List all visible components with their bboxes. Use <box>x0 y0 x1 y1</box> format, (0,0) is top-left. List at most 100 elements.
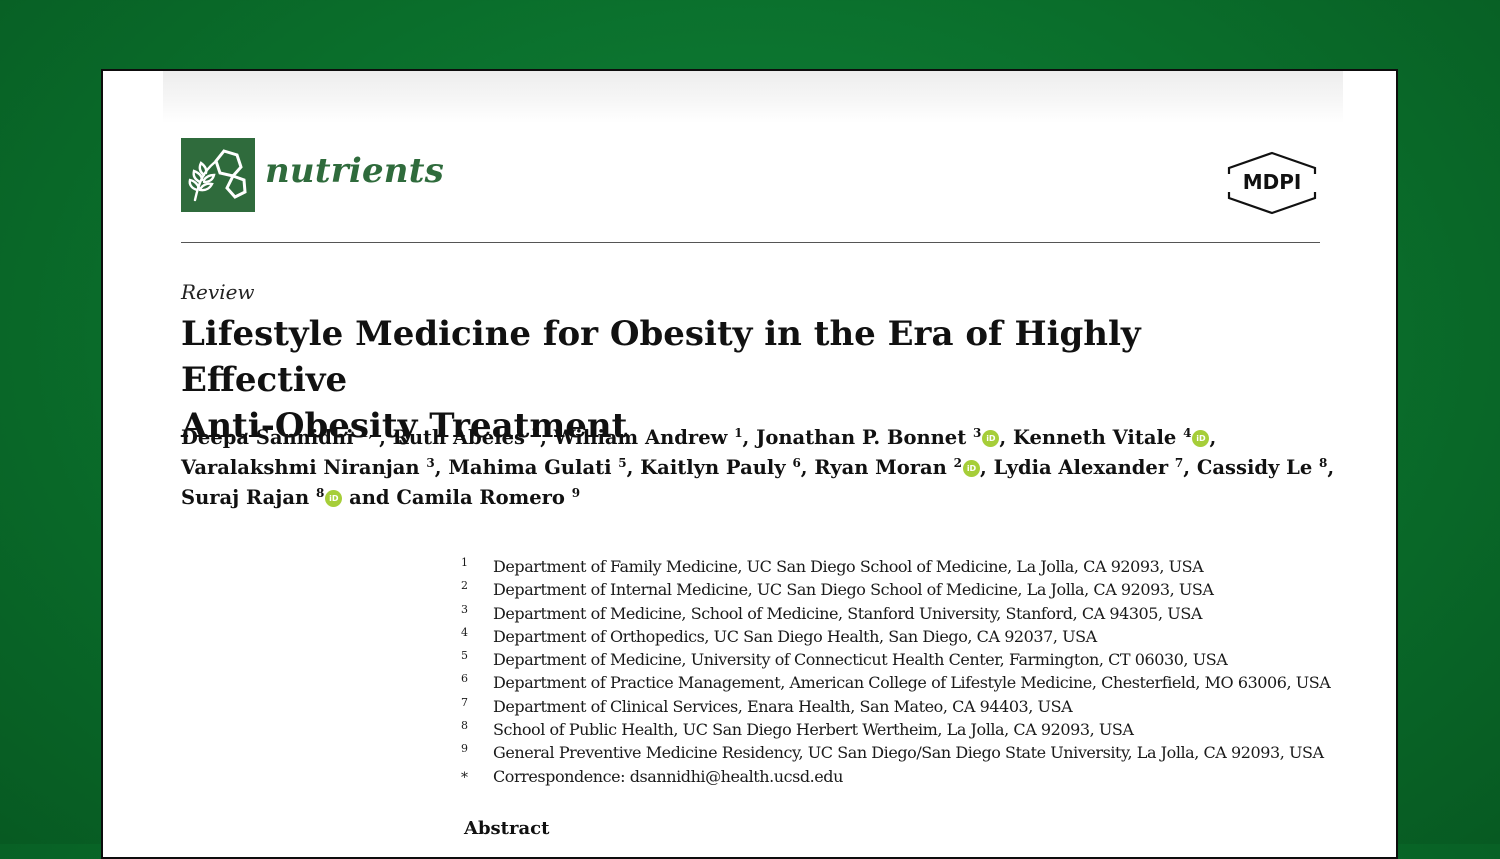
affiliation-text: Department of Family Medicine, UC San Di… <box>493 557 1204 576</box>
author-separator: , <box>742 426 757 449</box>
affiliation-text: Department of Orthopedics, UC San Diego … <box>493 626 1097 646</box>
affiliation-list: 1 Department of Family Medicine, UC San D… <box>461 555 1341 788</box>
author-item: Kenneth Vitale 4 iD, <box>1013 426 1216 449</box>
author-list: Deepa Sannidhi 1,*, Ruth Abeles 2, Willi… <box>181 423 1334 513</box>
affiliation-number: 4 <box>461 625 468 639</box>
article-page: nutrients MDPI Review Lifestyle Medicine… <box>101 69 1398 859</box>
author-separator: , <box>1327 456 1335 479</box>
author-name[interactable]: William Andrew <box>553 426 728 449</box>
author-separator: , <box>1209 426 1217 449</box>
affiliation-number: 1 <box>461 556 468 569</box>
article-title-line1: Lifestyle Medicine for Obesity in the Er… <box>181 314 1141 400</box>
author-name[interactable]: Kenneth Vitale <box>1012 426 1177 449</box>
author-affiliation-marker: 8 <box>315 486 325 500</box>
affiliation-text: Department of Clinical Services, Enara H… <box>493 696 1073 716</box>
author-name[interactable]: Kaitlyn Pauly <box>640 456 786 479</box>
affiliation-item: 3 Department of Medicine, School of Medic… <box>461 602 1341 625</box>
affiliation-item: 2 Department of Internal Medicine, UC San… <box>461 578 1341 601</box>
author-line: Suraj Rajan 8 iD and Camila Romero 9 <box>181 483 1311 513</box>
author-name[interactable]: Varalakshmi Niranjan <box>181 456 420 479</box>
affiliation-number: 8 <box>461 719 468 733</box>
author-item: Lydia Alexander 7, <box>994 456 1197 479</box>
author-item: Suraj Rajan 8 iD and <box>181 486 396 509</box>
affiliation-text: Department of Internal Medicine, UC San … <box>493 580 1214 600</box>
affiliation-item: 6 Department of Practice Management, Amer… <box>461 671 1341 694</box>
orcid-icon[interactable]: iD <box>982 430 1000 447</box>
affiliation-item: * Correspondence: dsannidhi@health.ucsd.e… <box>461 765 1341 788</box>
affiliation-number: 7 <box>461 695 468 709</box>
publisher-name: MDPI <box>1243 170 1302 194</box>
author-affiliation-marker: 8 <box>1319 456 1328 470</box>
nutrients-journal-logo-icon <box>181 138 255 212</box>
article-title-line2: Anti-Obesity Treatment <box>181 406 628 446</box>
author-separator: , <box>540 426 554 449</box>
affiliation-text: Department of Practice Management, Ameri… <box>493 673 1331 693</box>
author-separator: , <box>980 456 994 479</box>
author-item: Ruth Abeles 2, <box>393 426 554 449</box>
author-name[interactable]: Ryan Moran <box>814 456 947 479</box>
author-separator: , <box>1183 456 1197 479</box>
author-item: Mahima Gulati 5, <box>448 456 640 479</box>
author-affiliation-marker: 6 <box>792 456 801 470</box>
affiliation-number: * <box>461 769 468 786</box>
author-affiliation-marker: 3 <box>973 426 982 440</box>
author-item: Jonathan P. Bonnet 3 iD, <box>756 426 1013 449</box>
affiliation-text: General Preventive Medicine Residency, U… <box>493 743 1324 763</box>
affiliation-text: Correspondence: dsannidhi@health.ucsd.ed… <box>493 766 843 786</box>
author-separator: and <box>342 486 397 509</box>
author-affiliation-marker: 9 <box>571 486 581 500</box>
author-separator: , <box>626 456 641 479</box>
author-name[interactable]: Lydia Alexander <box>993 456 1169 479</box>
affiliation-text: Department of Medicine, University of Co… <box>493 650 1228 670</box>
affiliation-text: Department of Medicine, School of Medici… <box>493 603 1202 623</box>
author-name[interactable]: Camila Romero <box>396 486 565 509</box>
affiliation-item: 5 Department of Medicine, University of C… <box>461 648 1341 671</box>
author-name[interactable]: Cassidy Le <box>1196 456 1313 479</box>
affiliation-item: 8 School of Public Health, UC San Diego H… <box>461 718 1341 741</box>
author-name[interactable]: Jonathan P. Bonnet <box>756 426 967 449</box>
author-name[interactable]: Suraj Rajan <box>181 486 310 509</box>
mdpi-logo-icon: MDPI <box>1225 151 1319 215</box>
affiliation-item: 9 General Preventive Medicine Residency, … <box>461 741 1341 764</box>
author-separator: , <box>434 456 449 479</box>
author-affiliation-marker: 3 <box>426 456 435 470</box>
abstract-heading: Abstract <box>464 818 550 839</box>
affiliation-number: 9 <box>461 742 468 756</box>
author-item: William Andrew 1, <box>554 426 756 449</box>
author-line: Varalakshmi Niranjan 3, Mahima Gulati 5,… <box>181 453 1334 483</box>
affiliation-text: School of Public Health, UC San Diego He… <box>493 720 1134 740</box>
author-name[interactable]: Deepa Sannidhi <box>181 426 354 449</box>
orcid-icon[interactable]: iD <box>325 490 343 507</box>
affiliation-number: 6 <box>461 672 468 686</box>
author-affiliation-marker: 7 <box>1174 456 1184 470</box>
author-affiliation-marker: 5 <box>618 456 627 470</box>
author-separator: , <box>379 426 393 449</box>
orcid-icon[interactable]: iD <box>1192 430 1210 447</box>
author-item: Ryan Moran 2 iD, <box>814 456 993 479</box>
author-affiliation-marker: 1 <box>734 426 743 440</box>
author-affiliation-marker: 2 <box>531 426 541 440</box>
journal-name: nutrients <box>265 151 444 191</box>
author-item: Kaitlyn Pauly 6, <box>640 456 814 479</box>
author-item: Camila Romero 9 <box>396 486 580 509</box>
author-separator: , <box>999 426 1013 449</box>
author-item: Varalakshmi Niranjan 3, <box>181 456 448 479</box>
affiliation-number: 3 <box>461 602 468 616</box>
orcid-icon[interactable]: iD <box>963 460 981 477</box>
author-separator: , <box>800 456 815 479</box>
affiliation-number: 5 <box>461 649 468 663</box>
author-affiliation-marker: 1,* <box>360 426 380 440</box>
affiliation-item: 7 Department of Clinical Services, Enara … <box>461 695 1341 718</box>
page-top-shadow <box>163 71 1343 123</box>
author-affiliation-marker: 4 <box>1183 426 1192 440</box>
article-title: Lifestyle Medicine for Obesity in the Er… <box>181 311 1311 449</box>
header-divider <box>181 242 1320 243</box>
article-type: Review <box>181 280 255 304</box>
affiliation-number: 2 <box>461 579 468 593</box>
author-item: Cassidy Le 8, <box>1197 456 1334 479</box>
author-name[interactable]: Ruth Abeles <box>392 426 525 449</box>
author-name[interactable]: Mahima Gulati <box>448 456 612 479</box>
author-affiliation-marker: 2 <box>953 456 963 470</box>
author-item: Deepa Sannidhi 1,*, <box>181 426 393 449</box>
affiliation-item: 4 Department of Orthopedics, UC San Diego… <box>461 625 1341 648</box>
